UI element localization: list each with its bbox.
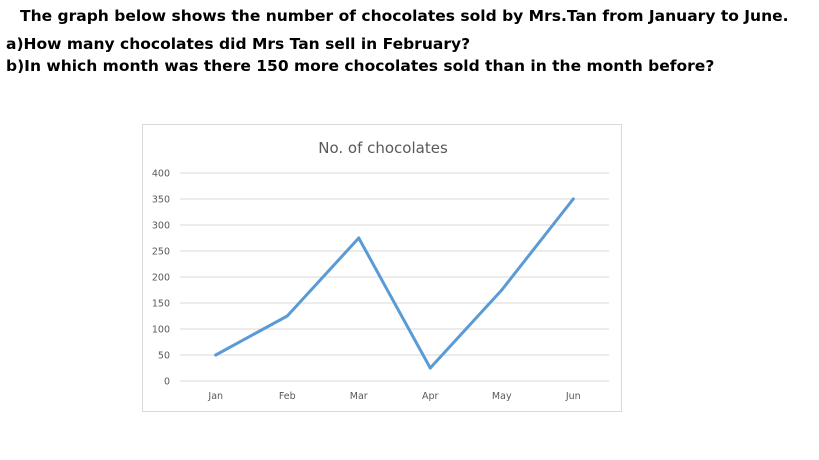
- series-line: [214, 197, 575, 370]
- data-point: [500, 288, 504, 292]
- data-point: [285, 314, 289, 318]
- x-tick-label: Jan: [207, 391, 223, 402]
- question-intro: The graph below shows the number of choc…: [20, 7, 789, 25]
- grid-lines: [180, 172, 609, 382]
- x-tick-label: Jun: [565, 391, 581, 402]
- data-point: [214, 353, 218, 357]
- question-part-b: b)In which month was there 150 more choc…: [6, 57, 715, 75]
- y-tick-label: 100: [152, 325, 170, 336]
- x-tick-label: Apr: [422, 391, 439, 402]
- x-tick-label: May: [492, 391, 512, 402]
- x-tick-label: Mar: [350, 391, 368, 402]
- y-tick-label: 0: [164, 377, 170, 388]
- y-tick-label: 150: [152, 299, 170, 310]
- y-tick-label: 200: [152, 273, 170, 284]
- y-axis-tick-labels: 0 50 100 150 200 250 300 350 400: [152, 169, 170, 388]
- question-part-a: a)How many chocolates did Mrs Tan sell i…: [6, 35, 471, 53]
- chart-title: No. of chocolates: [318, 139, 448, 157]
- series-layer: [214, 197, 575, 370]
- data-point: [357, 236, 361, 240]
- x-axis-tick-labels: Jan Feb Mar Apr May Jun: [207, 391, 580, 402]
- y-tick-label: 250: [152, 247, 170, 258]
- y-tick-label: 50: [158, 351, 170, 362]
- line-chart: No. of chocolates 0 50 100 150 200 250 300 350 4…: [142, 124, 622, 412]
- data-point: [428, 366, 432, 370]
- data-point: [571, 197, 575, 201]
- y-tick-label: 400: [152, 169, 170, 180]
- y-tick-label: 350: [152, 195, 170, 206]
- chart-svg: No. of chocolates 0 50 100 150 200 250 300 350 4…: [152, 139, 609, 402]
- y-tick-label: 300: [152, 221, 170, 232]
- x-tick-label: Feb: [279, 391, 296, 402]
